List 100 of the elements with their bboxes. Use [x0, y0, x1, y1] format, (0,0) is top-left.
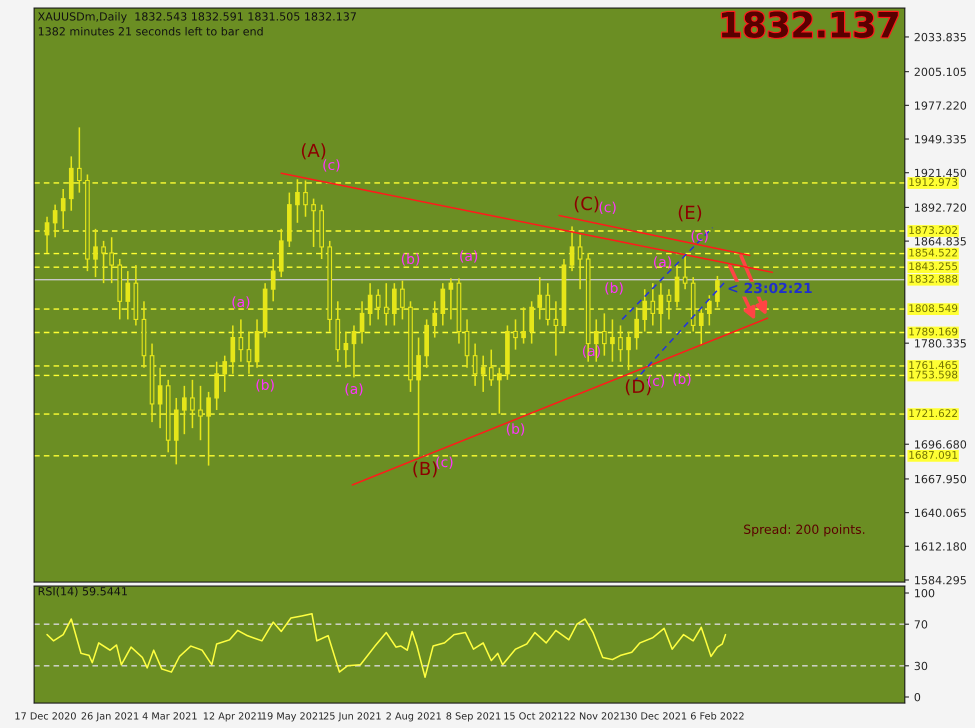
candlestick	[238, 318, 244, 362]
candlestick	[368, 282, 372, 326]
x-tick-label: 19 May 2021	[262, 712, 324, 722]
x-tick-label: 22 Nov 2021	[564, 712, 625, 720]
y-tick-label: 1977.220	[915, 101, 966, 110]
candlestick	[125, 270, 130, 320]
annotation: (b)	[506, 423, 524, 436]
ref-line-label: 1843.255	[909, 262, 958, 270]
y-tick-label: 1667.950	[915, 474, 966, 484]
annotation: (B)	[413, 461, 437, 478]
x-tick-label: 12 Apr 2021	[204, 712, 262, 722]
line-series	[46, 613, 726, 678]
annotation: (b)	[673, 373, 691, 386]
candlestick	[682, 254, 688, 290]
ref-line-label: 1721.622	[909, 409, 957, 418]
y-tick-label: 1640.065	[915, 508, 966, 517]
candlestick	[715, 275, 720, 308]
candlestick	[109, 236, 114, 284]
y-tick-label: 1864.835	[915, 237, 966, 246]
annotation: (c)	[692, 230, 708, 243]
y-tick-label: 1949.335	[915, 135, 966, 144]
text: 1382 minutes 21 seconds left to bar end	[38, 26, 263, 36]
y-tick-label: 1696.680	[915, 440, 966, 449]
candlestick	[513, 318, 518, 350]
candlestick	[578, 234, 582, 290]
candlestick	[432, 300, 438, 338]
candlestick	[376, 288, 381, 320]
candlestick	[303, 180, 308, 218]
y-tick-label: 70	[914, 620, 928, 629]
candlestick	[52, 204, 58, 238]
ref-line-label: 1832.888	[909, 274, 958, 283]
candlestick	[270, 258, 276, 302]
candlestick	[602, 312, 607, 356]
y-tick-label: 0	[914, 692, 920, 702]
ref-line-label: 1761.465	[909, 361, 958, 369]
candlestick	[626, 330, 631, 371]
candlestick	[666, 288, 672, 320]
candlestick	[554, 300, 558, 356]
candlestick	[480, 354, 486, 393]
ref-line-label: 1808.549	[909, 304, 958, 312]
candlestick	[182, 385, 187, 435]
annotation: (a)	[654, 256, 671, 269]
annotation: (b)	[402, 253, 420, 266]
chart-title: XAUUSDm,Daily 1832.543 1832.591 1831.505 1832.137	[38, 12, 356, 23]
y-tick-label: 1892.720	[915, 203, 966, 212]
y-tick-label: 1584.295	[915, 576, 966, 584]
candlestick	[311, 198, 316, 248]
ref-line-label: 1789.169	[909, 328, 958, 336]
ref-line-label: 1854.522	[909, 248, 957, 257]
annotation: < 23:02:21	[728, 282, 812, 294]
candlestick	[650, 282, 656, 326]
annotation: (c)	[323, 159, 340, 172]
candlestick	[206, 391, 211, 466]
candlestick	[352, 324, 356, 378]
x-tick-label: 30 Dec 2021	[626, 712, 686, 720]
annotation: (A)	[302, 143, 326, 160]
candlestick	[384, 282, 389, 326]
candlestick	[497, 366, 502, 414]
annotation: (a)	[345, 383, 362, 396]
annotation: (b)	[605, 282, 623, 295]
y-tick-label: 1612.180	[915, 542, 966, 551]
candlestick	[344, 330, 348, 369]
y-tick-label: 30	[914, 662, 928, 670]
annotation: 1832.137	[722, 11, 898, 38]
y-tick-label: 2005.105	[914, 68, 966, 76]
candlestick	[295, 178, 300, 224]
candlestick	[158, 366, 162, 429]
annotation: (C)	[574, 196, 598, 212]
ref-line-label: 1753.598	[909, 370, 958, 378]
candlestick	[93, 228, 98, 278]
candlestick	[658, 282, 664, 332]
x-tick-label: 17 Dec 2020	[15, 712, 76, 720]
candlestick	[472, 342, 478, 387]
y-tick-label: 1780.335	[915, 339, 966, 348]
candlestick	[101, 240, 106, 284]
candlestick	[698, 306, 704, 346]
x-tick-label: 26 Jan 2021	[82, 712, 138, 722]
y-tick-label: 1921.450	[915, 168, 966, 178]
x-tick-label: 8 Sep 2021	[446, 712, 500, 722]
candlestick	[77, 126, 82, 194]
candlestick	[198, 385, 203, 441]
candlestick	[521, 306, 526, 344]
candlestick	[44, 216, 50, 254]
annotation: Spread: 200 points.	[744, 524, 864, 536]
x-tick-label: 25 Jun 2021	[324, 712, 381, 722]
x-tick-label: 6 Feb 2022	[690, 712, 744, 720]
y-tick-label: 2033.835	[914, 32, 966, 42]
chart-title: RSI(14) 59.5441	[38, 586, 127, 597]
candlestick	[642, 288, 648, 332]
candlestick	[537, 276, 542, 320]
ref-line-label: 1912.973	[909, 178, 958, 186]
candlestick	[448, 278, 454, 320]
ref-line-label: 1687.091	[909, 450, 958, 459]
candlestick	[618, 324, 623, 362]
candlestick	[246, 330, 252, 375]
candlestick	[400, 280, 405, 320]
candlestick	[488, 348, 494, 387]
x-tick-label: 2 Aug 2021	[386, 712, 441, 722]
ref-line-label: 1873.202	[909, 226, 957, 234]
y-tick-label: 100	[915, 588, 934, 598]
